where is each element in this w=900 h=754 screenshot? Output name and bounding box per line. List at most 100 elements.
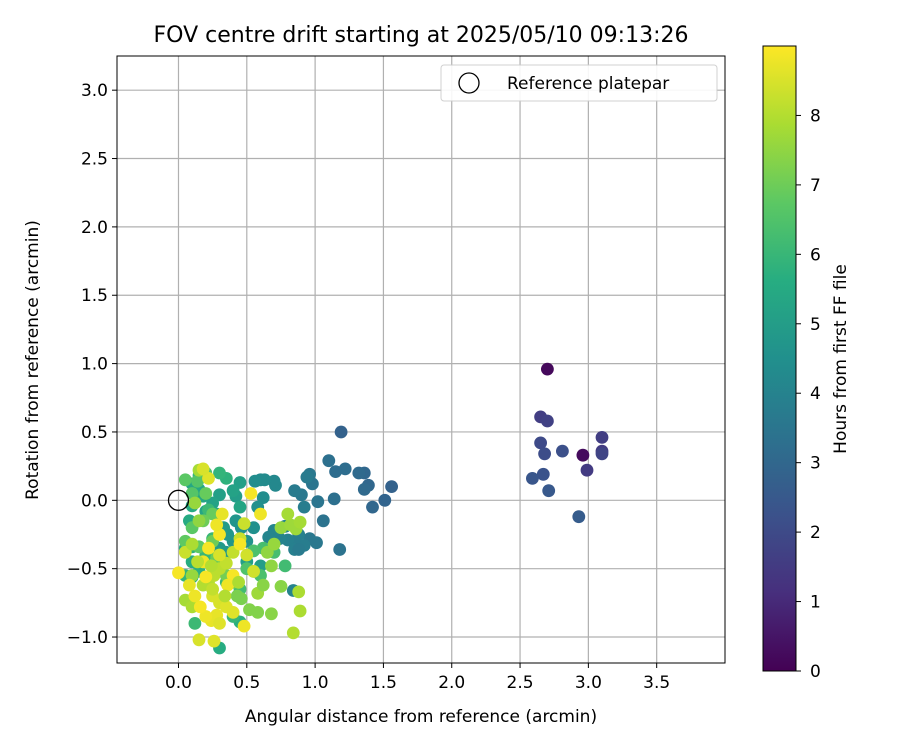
x-tick-label: 0.0: [165, 673, 192, 693]
x-tick-label: 0.5: [233, 673, 260, 693]
data-point: [329, 465, 342, 478]
data-point: [293, 515, 307, 529]
colorbar-tick-label: 3: [810, 454, 821, 474]
y-tick-label: 1.5: [81, 286, 108, 306]
data-point: [172, 566, 185, 580]
chart-title: FOV centre drift starting at 2025/05/10 …: [154, 23, 689, 48]
y-tick-label: 1.0: [81, 355, 108, 375]
data-point: [221, 578, 235, 592]
data-point: [292, 585, 306, 599]
data-point: [338, 462, 352, 476]
data-point: [199, 610, 213, 623]
data-point: [199, 487, 213, 500]
data-point: [278, 559, 292, 573]
data-point: [206, 507, 220, 521]
data-point: [210, 518, 224, 532]
data-point: [311, 495, 325, 509]
data-point: [188, 589, 202, 603]
data-point: [191, 555, 205, 569]
colorbar-tick-label: 4: [810, 384, 821, 404]
data-point: [213, 548, 226, 562]
y-tick-label: 0.0: [81, 491, 108, 511]
data-point: [247, 565, 260, 578]
legend-entry-label: Reference platepar: [507, 74, 669, 94]
data-point: [248, 474, 262, 488]
x-tick-label: 1.5: [370, 673, 397, 693]
data-point: [226, 484, 240, 498]
data-point: [293, 604, 307, 618]
data-point: [352, 466, 366, 480]
data-point: [256, 578, 270, 592]
data-point: [234, 592, 248, 606]
data-point: [254, 507, 267, 521]
data-point: [193, 600, 207, 614]
data-point: [218, 589, 232, 603]
data-point: [378, 493, 392, 507]
data-point: [288, 484, 301, 498]
data-point: [244, 487, 258, 500]
data-point: [240, 548, 254, 562]
data-point: [572, 510, 586, 524]
data-point: [233, 537, 247, 551]
y-tick-label: −1.0: [67, 628, 108, 648]
data-point: [202, 472, 215, 485]
data-point: [188, 496, 202, 510]
data-point: [316, 514, 330, 528]
x-tick-label: 2.0: [438, 673, 465, 693]
colorbar-ticks: 0 1 2 3 4 5 6 7 8: [796, 106, 821, 682]
data-point: [595, 431, 609, 444]
legend-marker-reference: [458, 72, 480, 94]
data-point: [237, 517, 251, 530]
data-point: [292, 543, 306, 556]
data-point: [385, 480, 398, 493]
data-point: [322, 454, 336, 468]
scatter-points: [167, 362, 609, 655]
colorbar: 0 1 2 3 4 5 6 7 8 Hours from first FF file: [762, 45, 851, 682]
data-point: [556, 444, 569, 458]
data-point: [267, 537, 281, 551]
data-point: [192, 514, 206, 528]
data-point: [188, 617, 202, 630]
colorbar-gradient: [762, 45, 797, 672]
y-axis-label: Rotation from reference (arcmin): [23, 220, 43, 500]
x-axis-ticks: 0.0 0.5 1.0 1.5 2.0 2.5 3.0 3.5: [165, 663, 670, 693]
data-point: [185, 537, 199, 551]
data-point: [526, 472, 539, 485]
data-point: [178, 473, 192, 487]
y-tick-label: 3.0: [81, 81, 108, 101]
data-point: [213, 617, 226, 630]
data-point: [542, 484, 556, 498]
data-point: [595, 447, 609, 461]
x-tick-label: 3.0: [575, 673, 602, 693]
x-tick-label: 2.5: [507, 673, 534, 693]
data-point: [232, 575, 246, 589]
colorbar-tick-label: 2: [810, 523, 821, 543]
data-point: [281, 507, 295, 521]
x-tick-label: 1.0: [302, 673, 329, 693]
y-axis-ticks: −1.0 −0.5 0.0 0.5 1.0 1.5 2.0 2.5 3.0: [67, 81, 117, 648]
plot-frame: [116, 55, 726, 664]
data-point: [196, 462, 210, 476]
data-point: [191, 474, 205, 488]
data-point: [541, 414, 554, 428]
colorbar-tick-label: 5: [810, 315, 821, 335]
data-point: [213, 466, 226, 480]
data-point: [580, 463, 594, 477]
x-axis-label: Angular distance from reference (arcmin): [245, 707, 597, 727]
data-point: [226, 606, 240, 619]
data-point: [297, 500, 311, 514]
data-point: [300, 470, 314, 484]
y-tick-label: 2.0: [81, 218, 108, 238]
y-tick-label: 0.5: [81, 423, 108, 443]
colorbar-tick-label: 6: [810, 245, 821, 265]
data-point: [213, 528, 226, 541]
data-point: [185, 569, 199, 582]
x-tick-label: 3.5: [643, 673, 670, 693]
data-point: [536, 467, 550, 481]
data-point: [576, 448, 590, 462]
data-point: [251, 606, 265, 619]
data-point: [327, 492, 341, 506]
data-point: [202, 541, 215, 555]
data-point: [334, 425, 348, 439]
